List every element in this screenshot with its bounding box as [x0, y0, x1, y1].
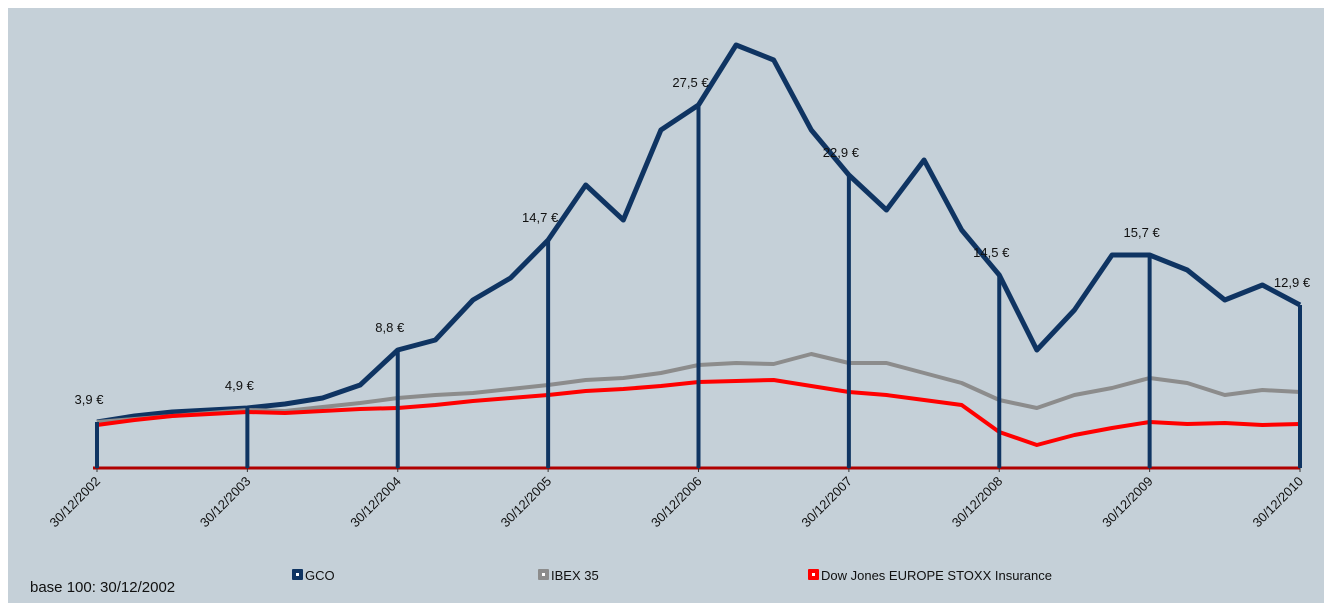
- price-label: 3,9 €: [75, 392, 105, 407]
- plot-background: [8, 8, 1324, 603]
- price-label: 8,8 €: [375, 320, 405, 335]
- price-label: 27,5 €: [672, 75, 709, 90]
- legend-label: IBEX 35: [551, 568, 599, 583]
- price-label: 14,5 €: [973, 245, 1010, 260]
- legend-swatch-dot: [812, 573, 815, 576]
- price-label: 12,9 €: [1274, 275, 1311, 290]
- price-label: 15,7 €: [1124, 225, 1161, 240]
- legend-swatch-dot: [296, 573, 299, 576]
- legend-label: GCO: [305, 568, 335, 583]
- legend-label: Dow Jones EUROPE STOXX Insurance: [821, 568, 1052, 583]
- base-note: base 100: 30/12/2002: [30, 579, 175, 596]
- legend-swatch-dot: [542, 573, 545, 576]
- price-label: 22,9 €: [823, 145, 860, 160]
- price-label: 4,9 €: [225, 378, 255, 393]
- price-label: 14,7 €: [522, 210, 559, 225]
